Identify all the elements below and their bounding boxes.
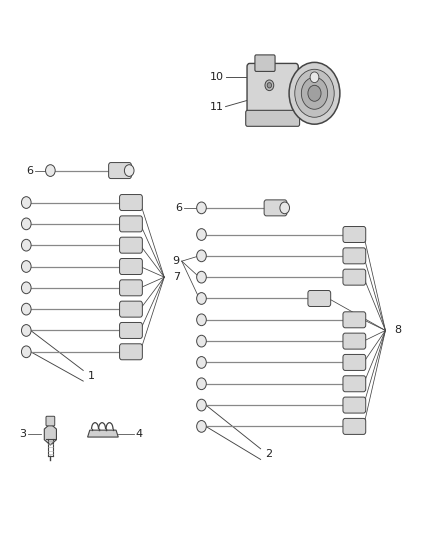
FancyBboxPatch shape (246, 110, 300, 126)
Text: 1: 1 (88, 371, 95, 381)
Circle shape (21, 325, 31, 336)
Circle shape (21, 261, 31, 272)
Circle shape (295, 69, 334, 117)
FancyBboxPatch shape (247, 63, 298, 118)
Circle shape (21, 239, 31, 251)
FancyBboxPatch shape (343, 354, 366, 370)
FancyBboxPatch shape (120, 344, 142, 360)
Circle shape (21, 346, 31, 358)
Circle shape (197, 357, 206, 368)
Circle shape (21, 303, 31, 315)
Text: 8: 8 (394, 326, 401, 335)
FancyBboxPatch shape (255, 55, 275, 71)
FancyBboxPatch shape (46, 416, 55, 426)
Circle shape (21, 218, 31, 230)
FancyBboxPatch shape (109, 163, 131, 179)
Circle shape (267, 83, 272, 88)
Circle shape (310, 72, 319, 83)
FancyBboxPatch shape (343, 397, 366, 413)
FancyBboxPatch shape (343, 227, 366, 243)
FancyBboxPatch shape (120, 237, 142, 253)
Circle shape (308, 85, 321, 101)
Circle shape (197, 421, 206, 432)
Circle shape (21, 197, 31, 208)
FancyBboxPatch shape (343, 248, 366, 264)
Text: 3: 3 (19, 430, 26, 439)
FancyBboxPatch shape (120, 301, 142, 317)
Circle shape (197, 271, 206, 283)
Text: 11: 11 (209, 102, 223, 111)
FancyBboxPatch shape (343, 269, 366, 285)
Text: 4: 4 (136, 430, 143, 439)
FancyBboxPatch shape (120, 280, 142, 296)
Text: 2: 2 (265, 449, 272, 459)
FancyBboxPatch shape (343, 376, 366, 392)
FancyBboxPatch shape (120, 322, 142, 338)
Text: 9: 9 (173, 256, 180, 266)
Circle shape (301, 77, 328, 109)
Circle shape (265, 80, 274, 91)
Circle shape (197, 202, 206, 214)
FancyBboxPatch shape (120, 216, 142, 232)
Text: 10: 10 (209, 72, 223, 82)
Circle shape (289, 62, 340, 124)
Circle shape (124, 165, 134, 176)
Circle shape (197, 293, 206, 304)
Circle shape (280, 202, 290, 214)
FancyBboxPatch shape (120, 259, 142, 274)
FancyBboxPatch shape (308, 290, 331, 306)
Circle shape (197, 399, 206, 411)
Text: 6: 6 (26, 166, 33, 175)
Circle shape (197, 229, 206, 240)
FancyBboxPatch shape (343, 418, 366, 434)
Polygon shape (44, 424, 57, 445)
Circle shape (46, 165, 55, 176)
Polygon shape (88, 430, 118, 437)
Circle shape (197, 378, 206, 390)
FancyBboxPatch shape (343, 333, 366, 349)
Circle shape (21, 282, 31, 294)
FancyBboxPatch shape (343, 312, 366, 328)
Circle shape (197, 335, 206, 347)
Text: 6: 6 (175, 203, 182, 213)
FancyBboxPatch shape (120, 195, 142, 211)
Circle shape (197, 314, 206, 326)
FancyBboxPatch shape (264, 200, 287, 216)
Circle shape (197, 250, 206, 262)
Text: 7: 7 (173, 272, 180, 282)
